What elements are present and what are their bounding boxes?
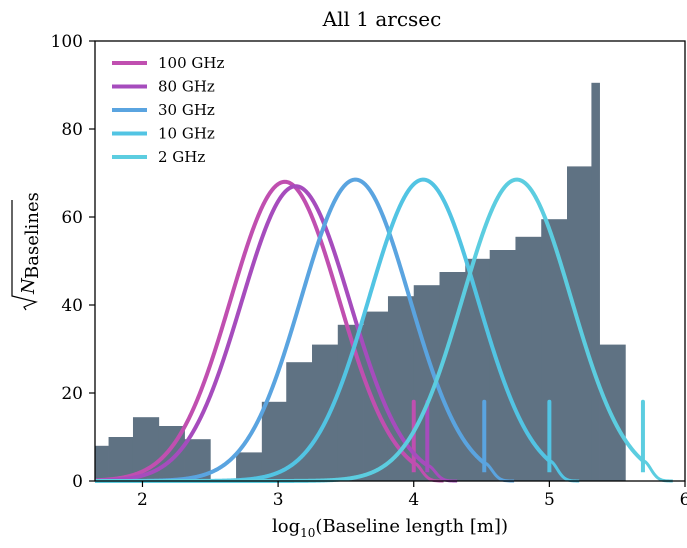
histogram-bar-7 [261,401,287,481]
legend-label-0: 100 GHz [158,54,224,72]
legend-label-4: 2 GHz [158,148,205,166]
legend-label-2: 30 GHz [158,101,215,119]
histogram-bar-21 [599,344,626,481]
y-tick-label-3: 60 [61,208,83,228]
y-tick-label-5: 100 [51,32,83,52]
x-axis-label: log10(Baseline length [m]) [272,516,508,540]
x-axis-ticks: 2 3 4 5 6 [137,481,687,510]
series-line-1 [93,184,430,483]
histogram-bar-9 [312,344,339,481]
y-tick-label-0: 0 [72,472,83,492]
histogram-bar-0 [95,445,109,481]
histogram-bar-11 [363,311,389,481]
svg-text:Baselines: Baselines [22,192,43,279]
histogram [95,82,626,482]
legend-label-3: 10 GHz [158,125,215,143]
legend-label-1: 80 GHz [158,78,215,96]
series-tail-4 [642,459,673,483]
y-tick-label-4: 80 [61,120,83,140]
legend: 100 GHz 80 GHz 30 GHz 10 GHz 2 GHz [112,54,224,166]
y-axis-ticks: 0 20 40 60 80 100 [51,32,95,492]
y-tick-label-2: 40 [61,296,83,316]
histogram-bar-8 [286,362,313,481]
histogram-bar-16 [489,250,516,481]
x-tick-label-0: 2 [137,490,148,510]
sqrt-sign-icon [11,200,38,311]
x-tick-label-4: 6 [680,490,687,510]
histogram-bar-1 [108,437,134,481]
svg-text:N: N [18,277,39,295]
histogram-bar-17 [515,236,542,481]
plot-frame [94,40,686,482]
y-axis-label: N Baselines [11,192,43,311]
histogram-bar-10 [337,324,364,481]
chart-title: All 1 arcsec [322,7,442,31]
histogram-bar-20 [591,82,600,482]
y-tick-label-1: 20 [61,384,83,404]
x-tick-label-2: 4 [408,490,419,510]
histogram-bar-18 [541,219,568,481]
x-tick-label-1: 3 [273,490,284,510]
series-line-0 [93,179,416,483]
x-tick-label-3: 5 [544,490,555,510]
